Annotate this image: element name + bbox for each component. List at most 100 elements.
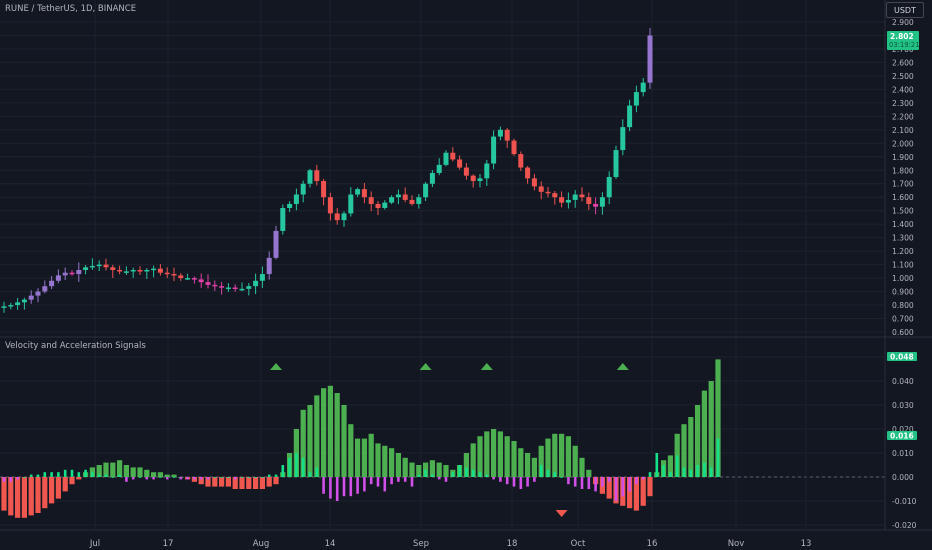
candle-body [633,92,639,106]
acceleration-bar [315,467,319,477]
down-signal-triangle [555,510,568,517]
candle-body [239,288,245,291]
velocity-bar [484,431,490,477]
acceleration-bar [104,474,108,477]
candle-body [117,270,123,272]
candle-body [103,264,109,268]
acceleration-bar [369,477,373,485]
candle-body [334,213,340,221]
last-price-value: 2.802 [890,32,914,41]
time-tick-label: 16 [647,539,658,549]
velocity-bar [429,460,435,477]
up-signal-triangle [480,363,493,370]
acceleration-bar [254,477,257,478]
candle-body [137,270,143,272]
candle-body [55,275,61,281]
time-tick-label: 13 [801,539,812,549]
indicator-top-value: 0.048 [890,353,914,362]
acceleration-bar [267,474,271,477]
candle-body [83,267,89,270]
acceleration-bar [179,477,183,480]
acceleration-bar [288,457,291,477]
candle-body [389,197,395,203]
acceleration-bar [356,477,359,494]
candle-body [21,299,27,303]
price-tick-label: 2.200 [892,112,914,121]
acceleration-bar [247,477,251,478]
acceleration-bar [172,477,176,478]
time-tick-label: Nov [728,539,745,549]
candle-body [552,193,558,198]
candle-body [130,270,136,272]
candle-body [504,129,510,141]
acceleration-bar [383,477,387,492]
velocity-bar [633,477,639,511]
acceleration-bar [628,477,631,492]
acceleration-bar [63,469,67,477]
acceleration-bar [505,477,509,485]
acceleration-bar [36,474,40,477]
velocity-bar [205,477,211,487]
velocity-bar [695,405,701,477]
acceleration-bar [70,469,74,477]
candle-body [450,152,456,160]
acceleration-bar [696,465,699,477]
indicator-tick-label: 0.030 [892,401,914,410]
candle-body [375,203,381,208]
acceleration-bar [97,474,101,477]
velocity-bar [525,453,531,477]
velocity-bar [35,477,41,513]
acceleration-bar [16,477,19,480]
acceleration-bar [335,477,339,501]
velocity-bar [708,381,714,477]
acceleration-bar [594,477,597,492]
acceleration-bar [145,477,149,480]
symbol-title[interactable]: RUNE / TetherUS, 1D, BINANCE [5,4,136,14]
acceleration-bar [308,472,312,477]
velocity-bar [606,477,612,499]
acceleration-bar [50,472,53,477]
acceleration-bar [485,474,489,477]
velocity-bar [640,477,646,506]
velocity-bar [518,448,524,477]
acceleration-bar [607,477,611,482]
acceleration-bar [23,477,26,478]
velocity-bar [559,433,565,477]
velocity-bar [246,477,252,489]
indicator-tick-label: 0.020 [892,425,914,434]
candle-body [171,274,177,276]
candle-body [157,268,163,273]
acceleration-bar [274,474,278,477]
candle-body [327,197,333,214]
candle-body [416,197,422,204]
velocity-bar [164,474,170,477]
acceleration-bar [573,477,577,487]
velocity-bar [477,436,483,477]
price-tick-label: 1.300 [892,234,914,243]
velocity-bar [531,457,537,477]
candle-body [321,181,327,198]
indicator-title[interactable]: Velocity and Acceleration Signals [5,341,146,351]
candle-body [531,178,537,187]
price-tick-label: 1.200 [892,247,914,256]
acceleration-bar [526,477,529,487]
acceleration-bar [641,477,645,480]
velocity-bar [219,477,225,487]
velocity-bar [701,390,707,477]
velocity-bar [144,469,150,477]
candle-body [402,194,408,200]
acceleration-bar [587,477,591,489]
velocity-bar [225,477,231,487]
price-tick-label: 2.100 [892,126,914,135]
velocity-bar [341,405,347,477]
candle-body [287,203,293,208]
candle-body [191,278,197,280]
currency-selector[interactable]: USDT [886,2,924,18]
countdown-value: 03:19:21 [889,41,920,49]
acceleration-bar [533,477,536,482]
acceleration-bar [125,477,128,482]
velocity-bar [259,477,265,489]
candle-body [559,197,565,203]
candle-body [293,194,299,204]
price-tick-label: 2.300 [892,99,914,108]
